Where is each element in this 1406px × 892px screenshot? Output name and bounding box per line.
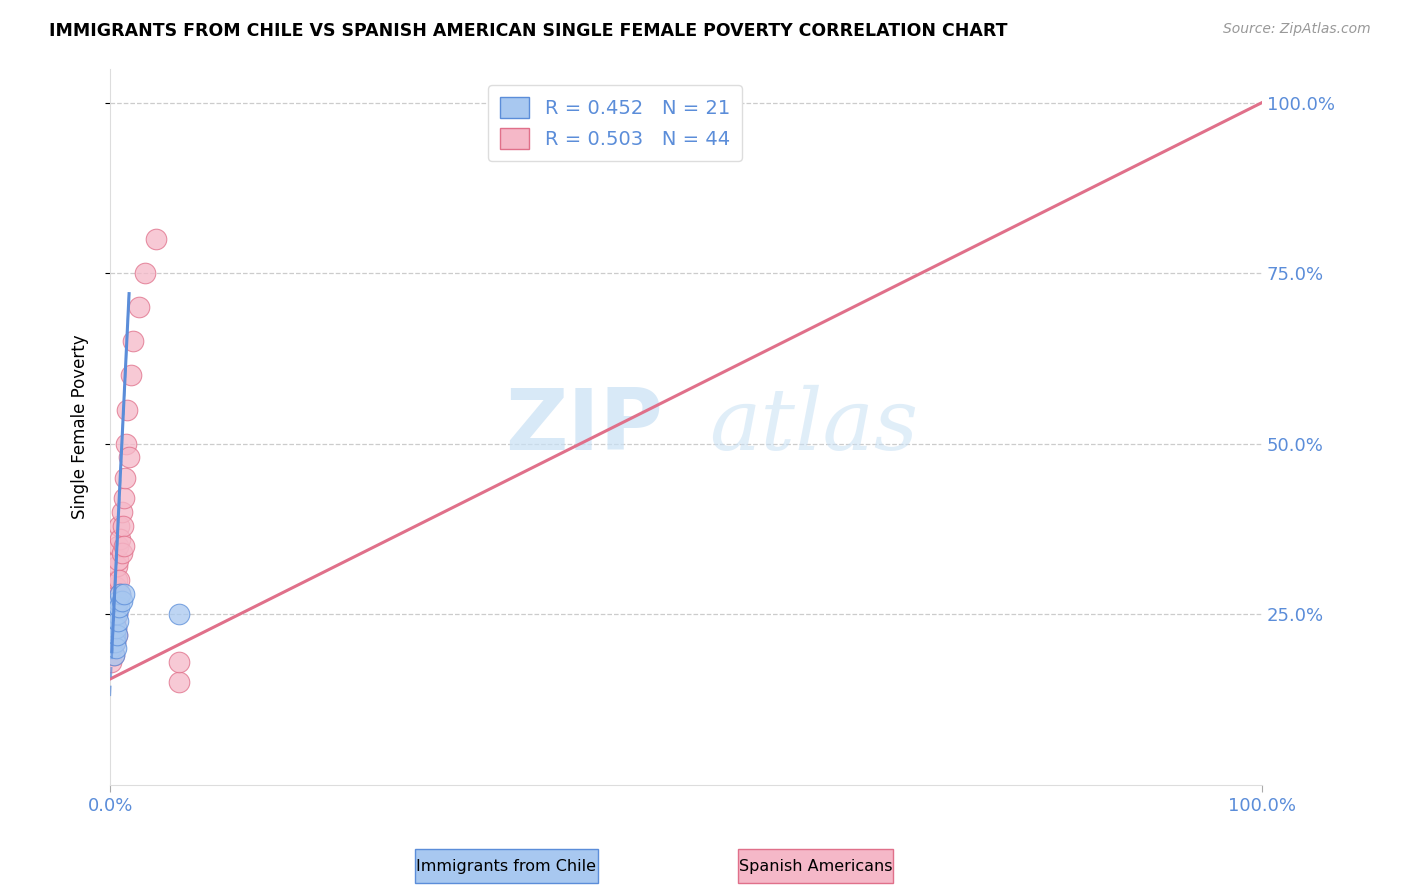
Point <box>105 628 128 642</box>
Point <box>101 641 124 656</box>
Point <box>101 614 124 628</box>
Point <box>111 518 134 533</box>
Legend: R = 0.452   N = 21, R = 0.503   N = 44: R = 0.452 N = 21, R = 0.503 N = 44 <box>488 86 742 161</box>
Point <box>108 600 131 615</box>
Point <box>104 600 127 615</box>
Point <box>103 593 125 607</box>
Point <box>101 634 124 648</box>
Point <box>104 634 127 648</box>
Point <box>104 607 127 622</box>
Point <box>105 607 128 622</box>
Text: atlas: atlas <box>709 385 918 468</box>
Y-axis label: Single Female Poverty: Single Female Poverty <box>72 334 89 519</box>
Point <box>167 675 190 690</box>
Point <box>112 539 135 553</box>
Point <box>120 368 142 383</box>
Point <box>112 587 135 601</box>
Point <box>100 655 122 669</box>
Point <box>104 587 127 601</box>
Point <box>107 539 129 553</box>
Text: IMMIGRANTS FROM CHILE VS SPANISH AMERICAN SINGLE FEMALE POVERTY CORRELATION CHAR: IMMIGRANTS FROM CHILE VS SPANISH AMERICA… <box>49 22 1008 40</box>
Point <box>100 628 122 642</box>
Text: Spanish Americans: Spanish Americans <box>738 859 893 873</box>
Point <box>103 648 125 662</box>
Point <box>105 573 128 587</box>
Point <box>117 402 139 417</box>
Point <box>108 518 131 533</box>
Point <box>101 634 124 648</box>
Text: Source: ZipAtlas.com: Source: ZipAtlas.com <box>1223 22 1371 37</box>
Point <box>101 614 124 628</box>
Point <box>114 471 136 485</box>
Point <box>167 607 190 622</box>
Point <box>112 491 135 506</box>
Point <box>101 621 124 635</box>
Point <box>107 552 129 566</box>
Point <box>110 532 132 546</box>
Point <box>104 641 127 656</box>
Text: ZIP: ZIP <box>505 385 664 468</box>
Point <box>110 546 132 560</box>
Point <box>107 614 129 628</box>
Point <box>103 621 125 635</box>
Point <box>107 593 129 607</box>
Point <box>145 232 167 246</box>
Point <box>100 641 122 656</box>
Point <box>104 628 127 642</box>
Point <box>104 621 127 635</box>
Point <box>103 648 125 662</box>
Text: Immigrants from Chile: Immigrants from Chile <box>416 859 596 873</box>
Point <box>103 628 125 642</box>
Point <box>108 573 131 587</box>
Point <box>115 436 138 450</box>
Point <box>107 593 129 607</box>
Point <box>117 450 139 465</box>
Point <box>122 334 145 349</box>
Point <box>167 655 190 669</box>
Point <box>103 607 125 622</box>
Point <box>100 641 122 656</box>
Point <box>128 300 150 314</box>
Point <box>104 600 127 615</box>
Point <box>134 266 156 280</box>
Point <box>104 580 127 594</box>
Point <box>110 593 132 607</box>
Point <box>104 621 127 635</box>
Point <box>104 614 127 628</box>
Point <box>100 628 122 642</box>
Point <box>110 587 132 601</box>
Point <box>105 607 128 622</box>
Point <box>105 628 128 642</box>
Point <box>104 634 127 648</box>
Point <box>105 559 128 574</box>
Point <box>110 505 132 519</box>
Point <box>110 587 132 601</box>
